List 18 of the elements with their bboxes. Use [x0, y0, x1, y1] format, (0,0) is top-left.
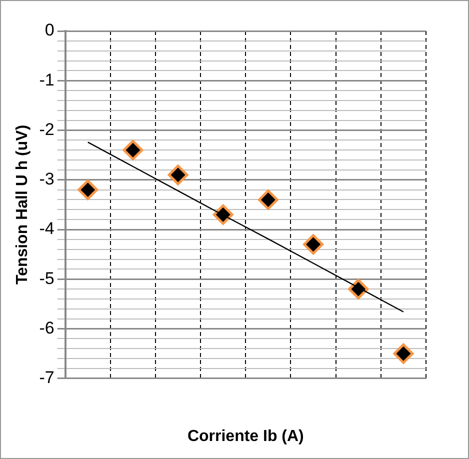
point	[78, 180, 98, 200]
y-tick-label: -2	[39, 120, 54, 139]
y-tick-label: -4	[39, 219, 54, 238]
point	[258, 189, 278, 210]
y-axis-title: Tension Hall U h (uV)	[14, 124, 32, 285]
y-tick-label: 0	[44, 20, 54, 40]
point	[393, 343, 414, 364]
point	[303, 234, 324, 255]
point	[168, 164, 188, 186]
y-tick-label: -6	[39, 318, 54, 338]
point	[348, 278, 369, 300]
x-axis-title: Corriente Ib (A)	[187, 428, 304, 445]
y-tick-label: -7	[39, 368, 54, 388]
y-tick-label: -3	[39, 170, 54, 189]
y-tick-label: -1	[39, 70, 54, 90]
point	[212, 204, 234, 225]
point	[122, 140, 144, 160]
y-tick-label: -5	[39, 268, 54, 288]
